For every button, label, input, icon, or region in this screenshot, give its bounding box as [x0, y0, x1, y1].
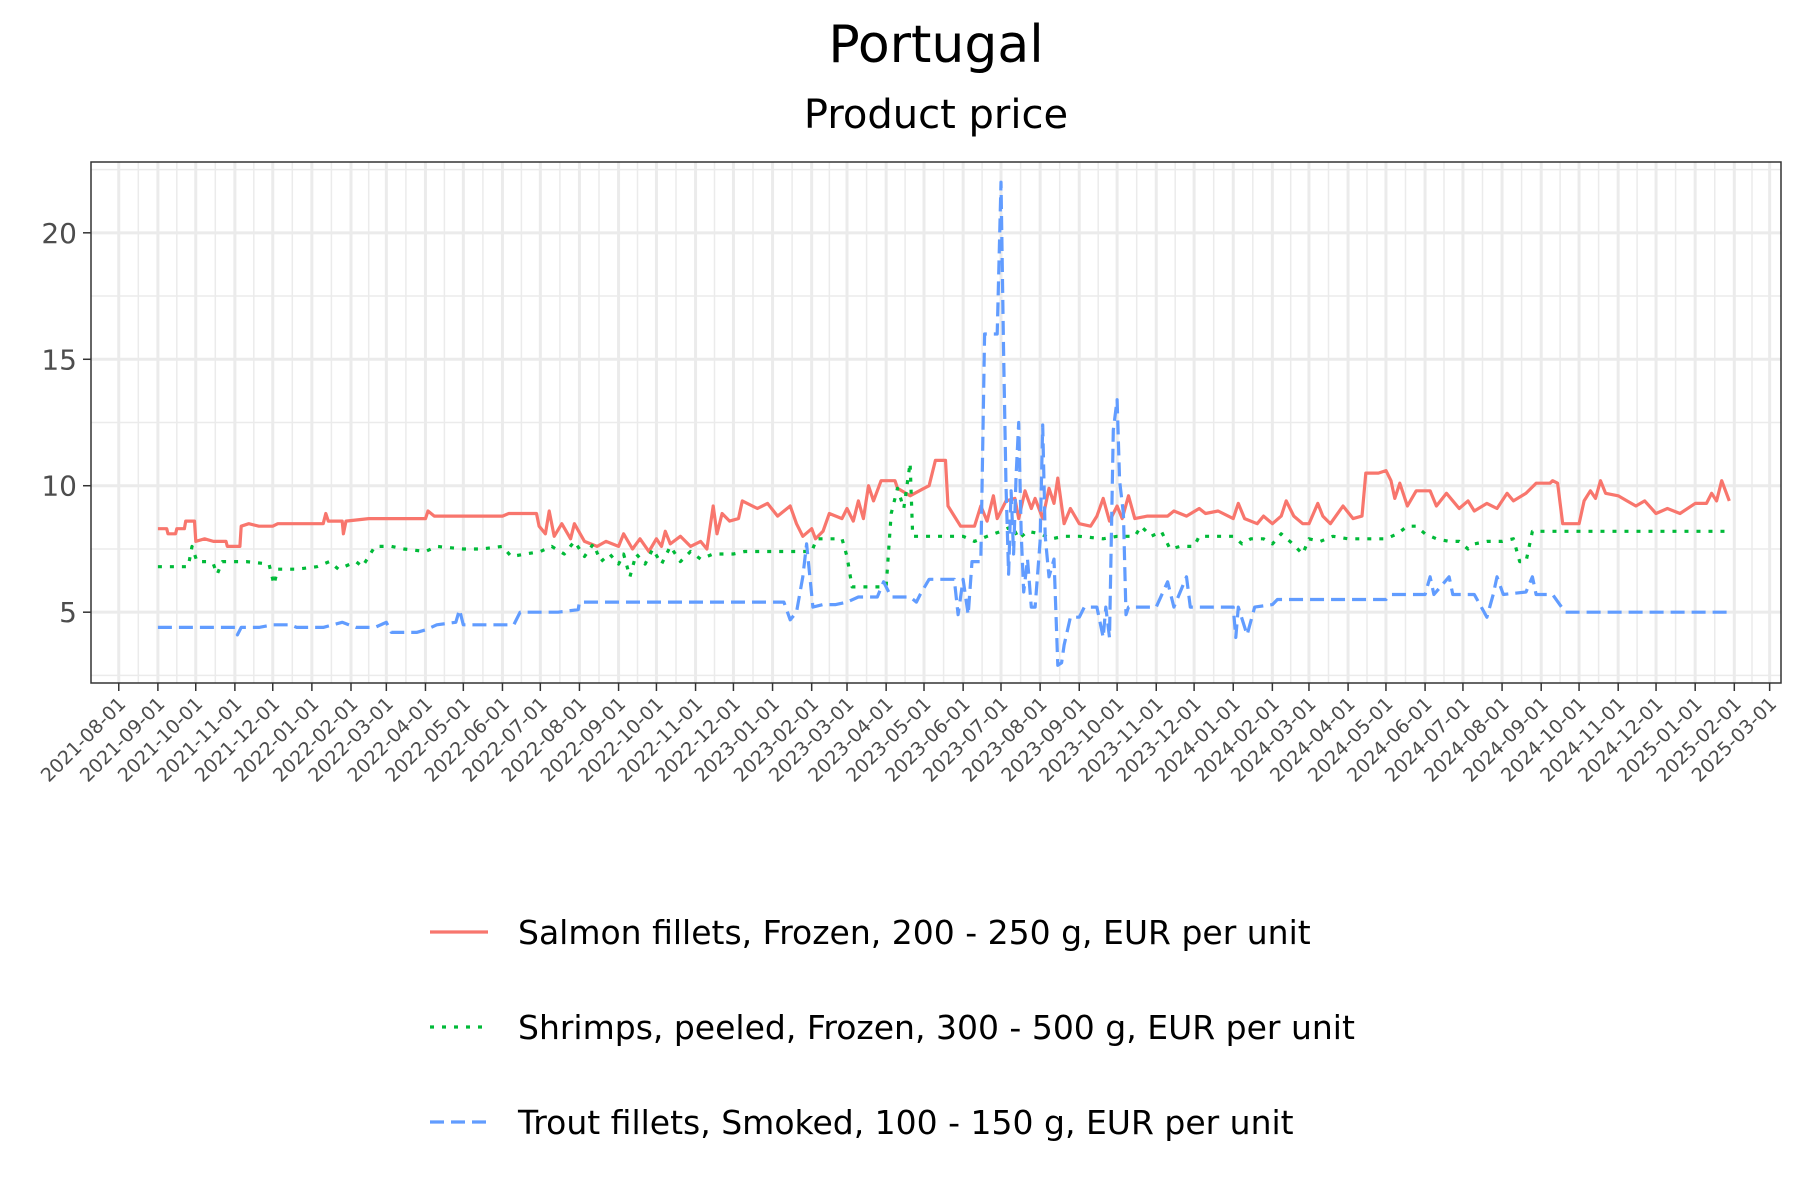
legend-label-1: Shrimps, peeled, Frozen, 300 - 500 g, EU… — [518, 1008, 1355, 1047]
y-axis: 5 10 15 20 — [41, 217, 91, 629]
plot-panel-border — [90, 161, 1782, 684]
y-tick-label: 5 — [59, 596, 77, 629]
chart-title: Portugal — [828, 15, 1043, 75]
series-line-2 — [157, 180, 1730, 667]
y-tick-label: 10 — [41, 470, 77, 503]
grid-minor — [91, 162, 1781, 683]
legend: Salmon fillets, Frozen, 200 - 250 g, EUR… — [430, 913, 1355, 1142]
y-tick-label: 20 — [41, 217, 77, 250]
chart-subtitle: Product price — [804, 92, 1068, 138]
legend-label-0: Salmon fillets, Frozen, 200 - 250 g, EUR… — [518, 913, 1311, 952]
y-tick-label: 15 — [41, 343, 77, 376]
series-line-1 — [157, 461, 1730, 589]
series-layer — [157, 180, 1731, 667]
x-axis: 2021-08-012021-09-012021-10-012021-11-01… — [37, 683, 1781, 787]
grid-major — [91, 162, 1781, 683]
legend-label-2: Trout fillets, Smoked, 100 - 150 g, EUR … — [517, 1103, 1294, 1142]
